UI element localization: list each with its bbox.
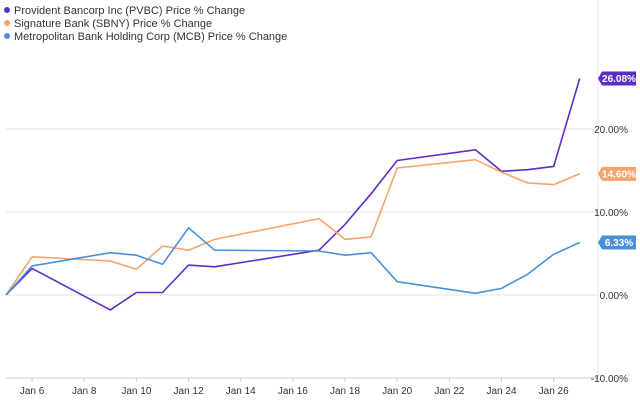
series-line-2 <box>5 227 581 296</box>
legend-label: Provident Bancorp Inc (PVBC) Price % Cha… <box>14 5 245 17</box>
x-tick-label: Jan 16 <box>278 386 308 397</box>
series-line-1 <box>5 158 581 296</box>
end-label-tag <box>598 71 636 86</box>
end-value-label: 6.33% <box>598 235 636 250</box>
end-label-value: 26.08% <box>602 74 636 85</box>
legend-swatch-icon <box>4 20 10 26</box>
end-value-label: 14.60% <box>598 166 636 181</box>
legend-item[interactable]: Signature Bank (SBNY) Price % Change <box>4 18 212 30</box>
x-tick-label: Jan 22 <box>434 386 464 397</box>
legend-item[interactable]: Metropolitan Bank Holding Corp (MCB) Pri… <box>4 31 287 43</box>
series-line-0 <box>5 78 581 311</box>
grid-layer <box>6 0 599 379</box>
x-axis-ticks: Jan 6 Jan 8 Jan 10 Jan 12 Jan 14 Jan 16 Jan 18… <box>20 378 569 397</box>
end-label-value: 6.33% <box>605 238 633 249</box>
x-tick-label: Jan 6 <box>20 386 45 397</box>
legend-swatch-icon <box>4 33 10 39</box>
end-labels: 26.08% 14.60% 6.33% <box>598 71 636 250</box>
y-tick-label: 10.00% <box>594 208 628 219</box>
x-tick-label: Jan 12 <box>174 386 204 397</box>
y-axis-ticks: 20.00% 10.00% 0.00% -10.00% <box>591 125 628 385</box>
x-tick-label: Jan 26 <box>539 386 569 397</box>
x-tick-label: Jan 18 <box>330 386 360 397</box>
legend-item[interactable]: Provident Bancorp Inc (PVBC) Price % Cha… <box>4 5 245 17</box>
x-tick-label: Jan 8 <box>72 386 97 397</box>
x-tick-label: Jan 20 <box>382 386 412 397</box>
x-tick-label: Jan 10 <box>121 386 151 397</box>
legend-label: Signature Bank (SBNY) Price % Change <box>14 18 212 30</box>
y-tick-label: -10.00% <box>591 374 628 385</box>
x-tick-label: Jan 14 <box>226 386 256 397</box>
y-tick-label: 0.00% <box>600 291 628 302</box>
end-label-tag <box>598 166 636 181</box>
series-layer <box>5 78 581 311</box>
end-label-value: 14.60% <box>602 169 636 180</box>
legend-label: Metropolitan Bank Holding Corp (MCB) Pri… <box>14 31 287 43</box>
end-value-label: 26.08% <box>598 71 636 86</box>
x-tick-label: Jan 24 <box>486 386 516 397</box>
legend: Provident Bancorp Inc (PVBC) Price % Cha… <box>4 5 287 43</box>
y-tick-label: 20.00% <box>594 125 628 136</box>
legend-swatch-icon <box>4 7 10 13</box>
end-label-tag <box>598 235 636 250</box>
